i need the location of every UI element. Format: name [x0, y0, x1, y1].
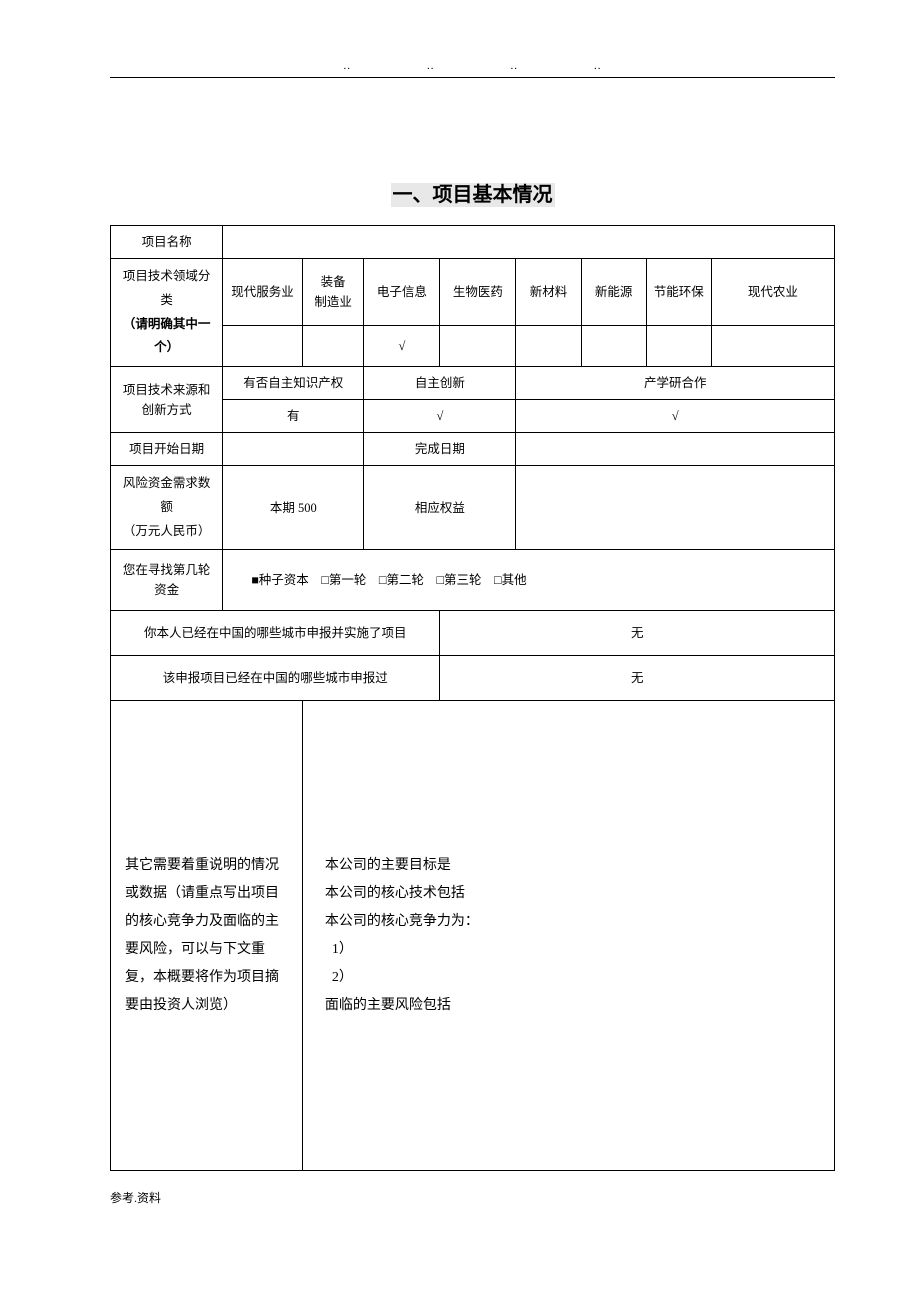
label-tech-source: 项目技术来源和创新方式 [111, 367, 223, 433]
label-risk-fund: 风险资金需求数额 （万元人民币） [111, 466, 223, 550]
table-row: 其它需要着重说明的情况或数据（请重点写出项目的核心竞争力及面临的主要风险，可以与… [111, 701, 835, 1171]
footer-text: 参考.资料 [110, 1189, 835, 1206]
tech-field-check [711, 325, 834, 366]
tech-field-check [646, 325, 711, 366]
tech-field-check [581, 325, 646, 366]
table-row: 项目技术来源和创新方式 有否自主知识产权 自主创新 产学研合作 [111, 367, 835, 400]
label-reported-cities: 你本人已经在中国的哪些城市申报并实施了项目 [111, 611, 440, 656]
tech-field-option: 新能源 [581, 259, 646, 326]
tech-field-check [223, 325, 303, 366]
label-project-name: 项目名称 [111, 226, 223, 259]
label-tech-field: 项目技术领域分类 （请明确其中一个） [111, 259, 223, 367]
tech-field-check: √ [364, 325, 440, 366]
tech-field-option: 新材料 [516, 259, 581, 326]
tech-field-option: 装备 制造业 [302, 259, 364, 326]
tech-field-check [302, 325, 364, 366]
tech-source-header: 有否自主知识产权 [223, 367, 364, 400]
top-dots-divider: ........ [110, 60, 835, 78]
value-start-date [223, 433, 364, 466]
table-row: 该申报项目已经在中国的哪些城市申报过 无 [111, 656, 835, 701]
table-row: 项目名称 [111, 226, 835, 259]
tech-field-check [440, 325, 516, 366]
label-declared-cities: 该申报项目已经在中国的哪些城市申报过 [111, 656, 440, 701]
tech-source-value: 有 [223, 400, 364, 433]
table-row: 你本人已经在中国的哪些城市申报并实施了项目 无 [111, 611, 835, 656]
tech-field-option: 生物医药 [440, 259, 516, 326]
tech-field-option: 现代农业 [711, 259, 834, 326]
tech-source-header: 产学研合作 [516, 367, 835, 400]
table-row: 风险资金需求数额 （万元人民币） 本期 500 相应权益 [111, 466, 835, 550]
funding-round-options: ■种子资本 □第一轮 □第二轮 □第三轮 □其他 [223, 550, 835, 611]
value-project-name [223, 226, 835, 259]
tech-source-value: √ [364, 400, 516, 433]
project-info-table: 项目名称 项目技术领域分类 （请明确其中一个） 现代服务业 装备 制造业 电子信… [110, 225, 835, 1171]
value-end-date [516, 433, 835, 466]
value-declared-cities: 无 [440, 656, 835, 701]
label-other-info: 其它需要着重说明的情况或数据（请重点写出项目的核心竞争力及面临的主要风险，可以与… [111, 701, 303, 1171]
label-end-date: 完成日期 [364, 433, 516, 466]
value-equity [516, 466, 835, 550]
tech-source-value: √ [516, 400, 835, 433]
value-reported-cities: 无 [440, 611, 835, 656]
tech-field-option: 现代服务业 [223, 259, 303, 326]
label-funding-round: 您在寻找第几轮资金 [111, 550, 223, 611]
page-title: 一、项目基本情况 [110, 178, 835, 207]
table-row: 项目技术领域分类 （请明确其中一个） 现代服务业 装备 制造业 电子信息 生物医… [111, 259, 835, 326]
table-row: 您在寻找第几轮资金 ■种子资本 □第一轮 □第二轮 □第三轮 □其他 [111, 550, 835, 611]
table-row: 项目开始日期 完成日期 [111, 433, 835, 466]
risk-fund-amount: 本期 500 [223, 466, 364, 550]
label-equity: 相应权益 [364, 466, 516, 550]
label-start-date: 项目开始日期 [111, 433, 223, 466]
tech-field-option: 电子信息 [364, 259, 440, 326]
tech-field-check [516, 325, 581, 366]
value-other-info: 本公司的主要目标是本公司的核心技术包括本公司的核心竞争力为： 1） 2）面临的主… [302, 701, 834, 1171]
tech-source-header: 自主创新 [364, 367, 516, 400]
tech-field-option: 节能环保 [646, 259, 711, 326]
